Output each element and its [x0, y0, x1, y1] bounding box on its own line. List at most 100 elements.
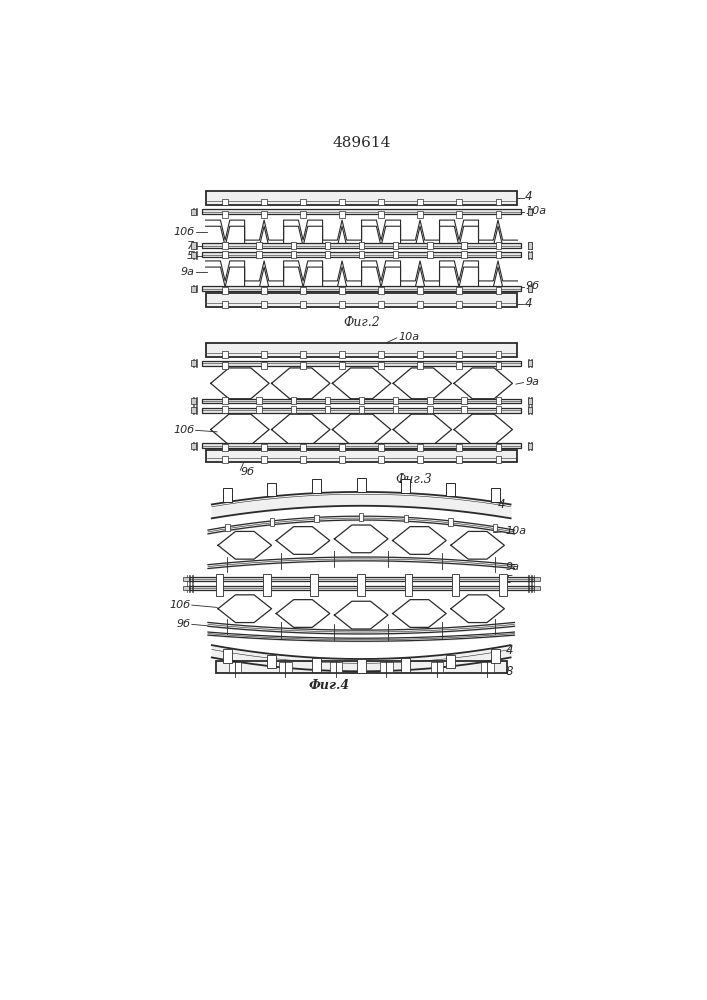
Bar — [257, 406, 262, 413]
Text: 10а: 10а — [506, 526, 527, 536]
Bar — [378, 351, 384, 358]
Bar — [359, 251, 364, 258]
Bar — [527, 398, 532, 404]
Text: 9а: 9а — [180, 267, 194, 277]
Bar — [222, 199, 228, 205]
Text: 9б: 9б — [525, 281, 539, 291]
Bar — [380, 662, 392, 672]
Text: 9а: 9а — [506, 562, 520, 572]
Bar — [404, 515, 408, 522]
Bar — [462, 397, 467, 404]
Bar — [496, 287, 501, 294]
Text: 4: 4 — [506, 644, 513, 657]
Bar — [300, 199, 305, 205]
Bar — [222, 301, 228, 308]
Bar — [262, 351, 267, 358]
Bar — [329, 662, 342, 672]
Bar — [417, 287, 423, 294]
Bar — [496, 406, 501, 413]
Bar — [378, 362, 384, 369]
Bar — [216, 574, 223, 596]
Bar — [310, 574, 318, 596]
Bar — [491, 649, 500, 663]
Text: 5: 5 — [506, 575, 513, 585]
Bar — [393, 242, 399, 249]
Bar — [339, 287, 345, 294]
Bar — [402, 658, 411, 672]
Bar — [339, 211, 345, 218]
Bar — [402, 479, 411, 493]
Bar — [222, 287, 228, 294]
Text: 7: 7 — [187, 241, 194, 251]
Bar — [527, 286, 532, 292]
Bar — [527, 242, 532, 249]
Text: 10б: 10б — [173, 425, 194, 435]
Bar — [191, 252, 196, 258]
Bar — [201, 443, 521, 448]
Bar — [417, 199, 423, 205]
Bar — [225, 524, 230, 531]
Bar — [262, 362, 267, 369]
Bar — [446, 655, 455, 668]
Bar — [182, 586, 189, 590]
Bar — [356, 478, 366, 492]
Bar — [312, 658, 321, 672]
Bar — [189, 586, 534, 590]
Bar — [499, 574, 507, 596]
Bar — [339, 199, 345, 205]
Text: 4: 4 — [525, 190, 532, 204]
Bar — [257, 397, 262, 404]
Bar — [527, 252, 532, 258]
Bar — [267, 483, 276, 496]
Bar — [496, 351, 501, 358]
Bar — [457, 444, 462, 451]
Bar — [222, 456, 228, 463]
Bar — [267, 655, 276, 668]
Bar — [359, 242, 364, 249]
Bar — [191, 360, 196, 366]
Bar — [378, 444, 384, 451]
Text: 10б: 10б — [169, 600, 190, 610]
Bar — [201, 286, 521, 291]
Bar — [527, 209, 532, 215]
Text: Фиг.3: Фиг.3 — [395, 473, 432, 486]
Bar — [262, 301, 267, 308]
Bar — [269, 518, 274, 526]
Bar — [496, 199, 501, 205]
Bar — [300, 456, 305, 463]
Bar — [393, 406, 399, 413]
Bar — [359, 397, 364, 404]
Bar — [325, 242, 330, 249]
Bar — [493, 524, 498, 531]
Bar — [417, 301, 423, 308]
Bar — [481, 662, 493, 672]
Bar — [206, 450, 518, 462]
Bar — [496, 251, 501, 258]
Bar — [300, 444, 305, 451]
Bar — [229, 662, 241, 672]
Bar — [404, 574, 412, 596]
Bar — [448, 518, 452, 526]
Bar — [206, 343, 518, 357]
Bar — [263, 574, 271, 596]
Bar — [191, 209, 196, 215]
Text: 10б: 10б — [173, 227, 194, 237]
Bar — [201, 252, 521, 257]
Bar — [279, 662, 291, 672]
Bar — [496, 444, 501, 451]
Bar — [457, 351, 462, 358]
Bar — [427, 251, 433, 258]
Bar — [223, 488, 232, 502]
Bar — [262, 456, 267, 463]
Bar — [291, 242, 296, 249]
Text: 10а: 10а — [525, 206, 547, 216]
Bar — [534, 586, 540, 590]
Bar — [201, 408, 521, 413]
Bar — [534, 577, 540, 581]
Bar — [291, 251, 296, 258]
Bar — [262, 199, 267, 205]
Bar — [222, 211, 228, 218]
Bar — [223, 649, 232, 663]
Bar — [222, 397, 228, 404]
Bar — [359, 513, 363, 521]
